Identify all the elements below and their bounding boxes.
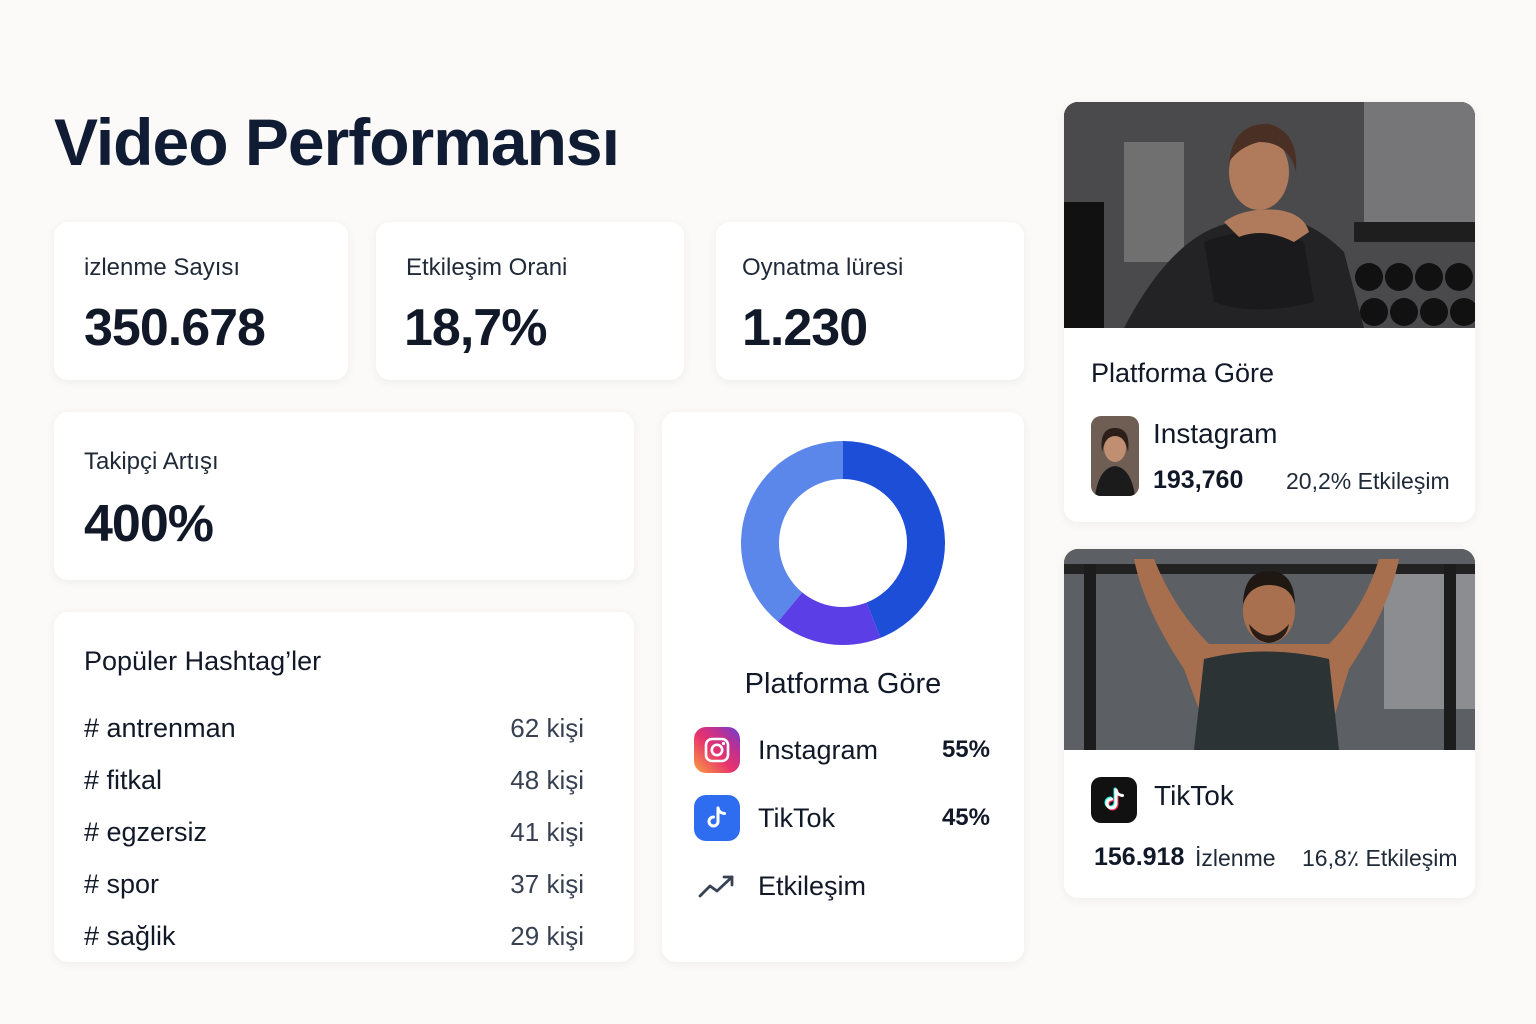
hashtag-tag: # fitkal: [84, 764, 163, 795]
instagram-icon: [694, 727, 740, 773]
instagram-views: 193,760: [1153, 466, 1244, 494]
hashtag-tag: # sağlik: [84, 920, 176, 951]
hashtag-count: 41 kişi: [510, 816, 584, 847]
page-title: Video Performansı: [54, 105, 620, 179]
tiktok-card[interactable]: TikTok 156.918 İzlenme 16,8٪ Etkileşim: [1064, 549, 1475, 898]
platform-percent: 45%: [941, 804, 990, 831]
platform-row-instagram[interactable]: Instagram 55%: [694, 726, 990, 774]
engagement-label: Etkileşim Orani: [406, 254, 568, 281]
hashtag-list: # antrenman 62 kişi # fitkal 48 kişi # e…: [84, 702, 584, 962]
avatar: [1091, 416, 1139, 496]
instagram-card[interactable]: Platforma Göre Instagram 193,760 20,2% E…: [1064, 102, 1475, 522]
engagement-card: Etkileşim Orani 18,7%: [376, 222, 684, 380]
hashtag-row[interactable]: # sağlik 29 kişi: [84, 910, 584, 962]
instagram-name: Instagram: [1153, 418, 1278, 449]
views-value: 350.678: [84, 299, 266, 357]
platform-row-tiktok[interactable]: TikTok 45%: [694, 794, 990, 842]
hashtag-tag: # spor: [84, 868, 160, 899]
followers-value: 400%: [84, 495, 214, 553]
platform-title: Platforma Göre: [744, 668, 942, 700]
views-label: izlenme Sayısı: [84, 254, 241, 281]
engagement-value: 18,7%: [404, 299, 547, 357]
hashtag-count: 29 kişi: [510, 920, 584, 951]
tiktok-views-label: İzlenme: [1195, 845, 1276, 871]
hashtags-title: Popüler Hashtag’ler: [84, 646, 322, 676]
playtime-value: 1.230: [742, 299, 868, 357]
donut-segment-2: [777, 592, 881, 645]
hashtag-tag: # egzersiz: [84, 816, 208, 847]
hashtags-card: Popüler Hashtag’ler # antrenman 62 kişi …: [54, 612, 634, 962]
platform-donut-chart: [741, 441, 945, 645]
hashtag-count: 37 kişi: [510, 868, 584, 899]
platform-row-engagement[interactable]: Etkileşim: [694, 862, 990, 910]
hashtag-row[interactable]: # fitkal 48 kişi: [84, 754, 584, 806]
donut-segment-1: [843, 441, 945, 638]
platform-name: Instagram: [758, 734, 879, 765]
platform-card: Platforma Göre Instagram 55% TikTok 45%: [662, 412, 1024, 962]
man-pullup-photo: [1064, 549, 1475, 750]
instagram-engagement: 20,2% Etkileşim: [1286, 468, 1450, 494]
hashtag-count: 62 kişi: [510, 712, 584, 743]
platform-name: TikTok: [758, 802, 836, 833]
hashtag-row[interactable]: # egzersiz 41 kişi: [84, 806, 584, 858]
tiktok-icon: [694, 795, 740, 841]
donut-segment-3: [741, 441, 843, 622]
playtime-label: Oynatma lüresi: [742, 254, 904, 281]
woman-workout-photo: [1064, 102, 1475, 328]
hashtag-tag: # antrenman: [84, 712, 236, 743]
instagram-card-title: Platforma Göre: [1091, 358, 1275, 388]
playtime-card: Oynatma lüresi 1.230: [716, 222, 1024, 380]
trend-up-icon: [694, 863, 740, 909]
views-card: izlenme Sayısı 350.678: [54, 222, 348, 380]
followers-card: Takipçi Artışı 400%: [54, 412, 634, 580]
platform-percent: 55%: [941, 736, 990, 763]
platform-name: Etkileşim: [758, 870, 867, 901]
followers-label: Takipçi Artışı: [84, 448, 219, 475]
hashtag-row[interactable]: # spor 37 kişi: [84, 858, 584, 910]
hashtag-count: 48 kişi: [510, 764, 584, 795]
hashtag-row[interactable]: # antrenman 62 kişi: [84, 702, 584, 754]
tiktok-name: TikTok: [1154, 780, 1234, 811]
tiktok-icon: [1091, 777, 1137, 823]
tiktok-views: 156.918: [1094, 843, 1185, 871]
tiktok-engagement: 16,8٪ Etkileşim: [1302, 845, 1458, 871]
